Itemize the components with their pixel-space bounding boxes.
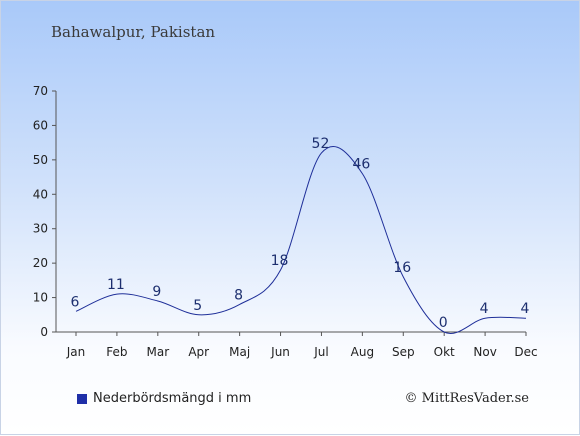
chart-title: Bahawalpur, Pakistan [51, 23, 216, 41]
x-tick-label: Mar [146, 345, 169, 359]
x-tick-label: Jul [313, 345, 328, 359]
data-label: 16 [393, 260, 411, 276]
x-tick-label: Nov [473, 345, 496, 359]
y-tick-label: 60 [33, 118, 48, 132]
data-label: 52 [312, 136, 330, 152]
x-tick-label: Sep [392, 345, 415, 359]
data-label: 11 [107, 277, 125, 293]
legend-swatch [77, 393, 87, 404]
y-tick-label: 30 [33, 222, 48, 236]
axes [55, 91, 526, 333]
y-tick-label: 40 [33, 187, 48, 201]
data-label: 4 [521, 301, 530, 317]
y-tick-label: 50 [33, 153, 48, 167]
x-tick-label: Jan [66, 345, 86, 359]
data-label: 9 [152, 284, 161, 300]
x-tick-label: Maj [229, 345, 250, 359]
data-label: 8 [234, 287, 243, 303]
x-tick-label: Jun [270, 345, 290, 359]
data-label: 6 [71, 294, 80, 310]
y-tick-label: 10 [33, 291, 48, 305]
x-tick-label: Feb [106, 345, 127, 359]
legend: Nederbördsmängd i mm [77, 391, 251, 406]
legend-label: Nederbördsmängd i mm [93, 391, 252, 406]
data-label: 5 [193, 298, 202, 314]
data-labels: 6 11 9 5 8 18 52 46 16 0 4 4 [71, 136, 530, 331]
data-label: 46 [352, 157, 370, 173]
x-tick-label: Aug [351, 345, 374, 359]
data-label: 18 [271, 253, 289, 269]
x-tick-label: Okt [434, 345, 455, 359]
y-tick-label: 20 [33, 256, 48, 270]
credit-text: © MittResVader.se [404, 391, 529, 406]
data-label: 4 [480, 301, 489, 317]
y-tick-label: 70 [33, 84, 48, 98]
series-line-nederbord [75, 146, 527, 334]
x-tick-label: Apr [188, 345, 209, 359]
y-ticks: 0 10 20 30 40 50 60 70 [33, 84, 56, 339]
data-label: 0 [439, 315, 448, 331]
y-tick-label: 0 [40, 325, 48, 339]
x-tick-label: Dec [514, 345, 537, 359]
x-ticks: Jan Feb Mar Apr Maj Jun Jul Aug Sep Okt Nov Dec [66, 332, 538, 359]
